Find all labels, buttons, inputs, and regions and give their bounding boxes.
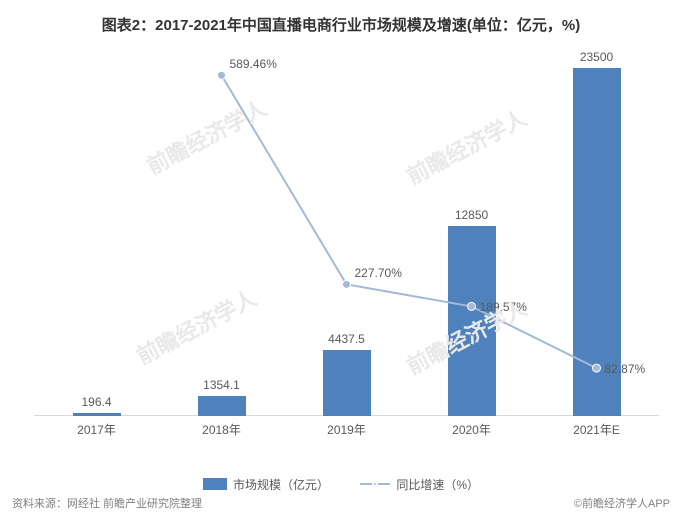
line-value-label: 589.46% (230, 57, 277, 71)
line-value-label: 189.57% (480, 300, 527, 314)
chart-title: 图表2：2017-2021年中国直播电商行业市场规模及增速(单位：亿元，%) (0, 0, 682, 35)
line-value-label: 82.87% (605, 362, 646, 376)
legend: 市场规模（亿元） 同比增速（%） (0, 476, 682, 494)
line-value-label: 227.70% (355, 266, 402, 280)
legend-item-bar: 市场规模（亿元） (203, 476, 329, 493)
copyright-text: ©前瞻经济学人APP (574, 495, 670, 511)
legend-label-line: 同比增速（%） (396, 476, 479, 493)
x-axis-label: 2017年 (37, 421, 157, 438)
legend-item-line: 同比增速（%） (360, 476, 479, 493)
x-axis-label: 2021年E (537, 421, 657, 438)
legend-swatch-bar (203, 478, 227, 490)
x-axis-label: 2020年 (412, 421, 532, 438)
chart-area: 196.42017年1354.12018年4437.52019年12850202… (34, 46, 659, 446)
plot-region: 196.42017年1354.12018年4437.52019年12850202… (34, 46, 659, 416)
legend-label-bar: 市场规模（亿元） (233, 476, 329, 493)
x-axis-label: 2019年 (287, 421, 407, 438)
line-series (34, 46, 659, 416)
legend-swatch-line (360, 478, 390, 490)
source-text: 资料来源：网经社 前瞻产业研究院整理 (12, 495, 202, 511)
x-axis-label: 2018年 (162, 421, 282, 438)
